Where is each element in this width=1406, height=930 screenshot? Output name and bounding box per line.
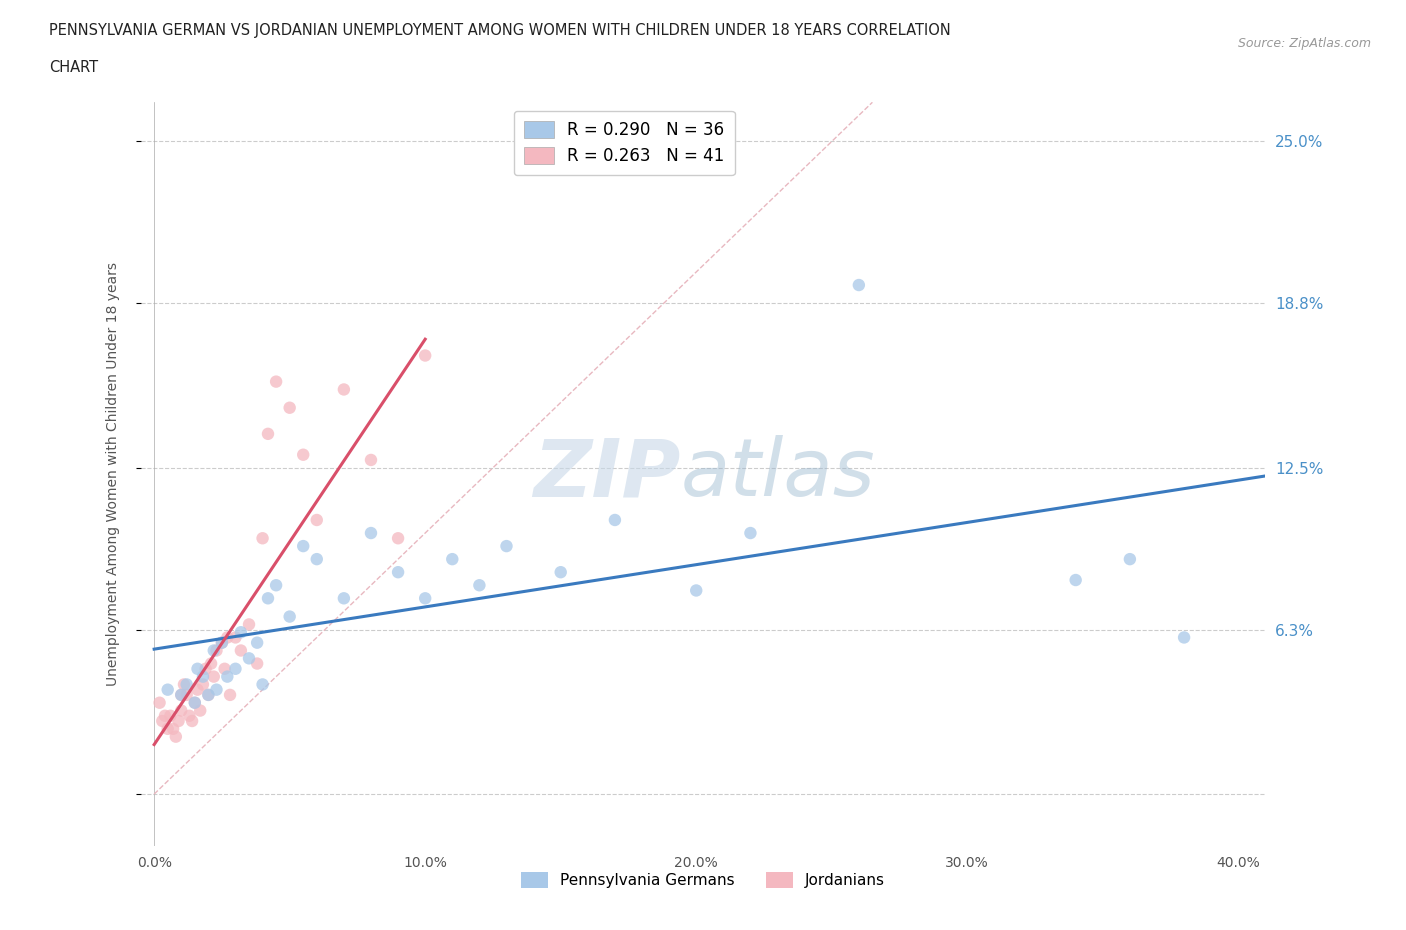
Point xyxy=(333,382,356,397)
Point xyxy=(186,661,208,676)
Y-axis label: Unemployment Among Women with Children Under 18 years: Unemployment Among Women with Children U… xyxy=(105,262,120,686)
Text: ZIP: ZIP xyxy=(533,435,681,513)
Point xyxy=(740,525,762,540)
Point xyxy=(184,696,207,711)
Point xyxy=(156,722,179,737)
Point xyxy=(165,729,187,744)
Point xyxy=(257,591,280,605)
Point xyxy=(217,670,239,684)
Point xyxy=(153,709,176,724)
Point xyxy=(184,696,207,711)
Point xyxy=(224,630,246,644)
Point xyxy=(264,578,287,592)
Point xyxy=(305,551,328,566)
Point xyxy=(197,687,219,702)
Point xyxy=(413,348,436,363)
Point xyxy=(1119,551,1142,566)
Point xyxy=(211,635,233,650)
Point xyxy=(292,538,315,553)
Point xyxy=(305,512,328,527)
Point xyxy=(685,583,707,598)
Text: Source: ZipAtlas.com: Source: ZipAtlas.com xyxy=(1237,37,1371,50)
Point xyxy=(264,374,287,389)
Point xyxy=(205,643,228,658)
Point xyxy=(176,687,198,702)
Point xyxy=(194,661,217,676)
Legend: Pennsylvania Germans, Jordanians: Pennsylvania Germans, Jordanians xyxy=(515,866,891,895)
Point xyxy=(176,677,198,692)
Point xyxy=(257,426,280,441)
Text: PENNSYLVANIA GERMAN VS JORDANIAN UNEMPLOYMENT AMONG WOMEN WITH CHILDREN UNDER 18: PENNSYLVANIA GERMAN VS JORDANIAN UNEMPLO… xyxy=(49,23,950,38)
Point xyxy=(191,670,214,684)
Point xyxy=(495,538,517,553)
Point xyxy=(468,578,491,592)
Point xyxy=(252,677,274,692)
Point xyxy=(278,609,301,624)
Point xyxy=(211,635,233,650)
Point xyxy=(191,677,214,692)
Point xyxy=(186,683,208,698)
Point xyxy=(413,591,436,605)
Point xyxy=(167,713,190,728)
Point xyxy=(170,687,193,702)
Point xyxy=(246,657,269,671)
Point xyxy=(205,683,228,698)
Point xyxy=(170,703,193,718)
Point xyxy=(441,551,464,566)
Point xyxy=(246,635,269,650)
Point xyxy=(333,591,356,605)
Point xyxy=(224,661,246,676)
Point xyxy=(202,643,225,658)
Point xyxy=(150,713,173,728)
Point xyxy=(200,657,222,671)
Text: atlas: atlas xyxy=(681,435,876,513)
Point xyxy=(179,709,201,724)
Point xyxy=(387,531,409,546)
Point xyxy=(252,531,274,546)
Point xyxy=(848,277,870,292)
Point xyxy=(229,643,252,658)
Point xyxy=(148,696,170,711)
Point xyxy=(202,670,225,684)
Point xyxy=(156,683,179,698)
Point xyxy=(170,687,193,702)
Point xyxy=(217,630,239,644)
Point xyxy=(292,447,315,462)
Point xyxy=(188,703,211,718)
Point xyxy=(162,722,184,737)
Point xyxy=(219,687,242,702)
Point xyxy=(550,565,572,579)
Point xyxy=(603,512,626,527)
Point xyxy=(214,661,236,676)
Point xyxy=(1173,630,1195,644)
Point xyxy=(159,709,181,724)
Point xyxy=(173,677,195,692)
Point xyxy=(238,617,260,631)
Text: CHART: CHART xyxy=(49,60,98,75)
Point xyxy=(278,400,301,415)
Point xyxy=(387,565,409,579)
Point xyxy=(181,713,204,728)
Point xyxy=(360,525,382,540)
Point xyxy=(197,687,219,702)
Point xyxy=(238,651,260,666)
Point xyxy=(229,625,252,640)
Point xyxy=(1064,573,1087,588)
Point xyxy=(360,453,382,468)
